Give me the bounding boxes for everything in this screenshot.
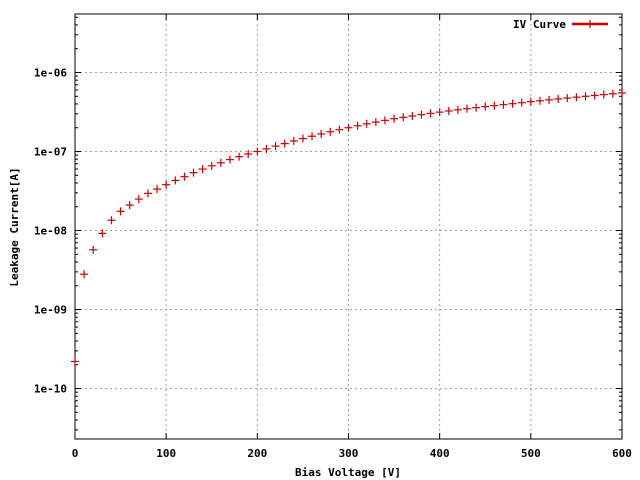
data-point <box>508 99 517 108</box>
data-point <box>143 189 152 198</box>
data-point <box>317 129 326 138</box>
y-tick-label: 1e-10 <box>34 383 67 396</box>
data-point <box>116 207 125 216</box>
data-point <box>80 270 89 279</box>
y-axis-title: Leakage Current[A] <box>8 167 21 286</box>
y-tick-label: 1e-06 <box>34 67 67 80</box>
x-tick-label: 400 <box>430 447 450 460</box>
x-tick-label: 500 <box>521 447 541 460</box>
legend-swatch-marker <box>586 20 594 28</box>
data-point <box>408 111 417 120</box>
data-point <box>472 103 481 112</box>
x-tick-label: 300 <box>339 447 359 460</box>
legend: IV Curve <box>513 18 608 31</box>
series-points <box>71 88 626 366</box>
data-point <box>125 201 134 210</box>
data-point <box>134 195 143 204</box>
data-point <box>517 98 526 107</box>
data-point <box>499 100 508 109</box>
x-tick-label: 100 <box>156 447 176 460</box>
data-point <box>253 147 262 156</box>
data-point <box>390 114 399 123</box>
data-point <box>244 150 253 159</box>
grid-lines <box>75 14 622 439</box>
x-axis-title: Bias Voltage [V] <box>295 466 401 479</box>
data-point <box>298 134 307 143</box>
data-point <box>399 113 408 122</box>
x-tick-label: 0 <box>72 447 79 460</box>
x-tick-label: 200 <box>247 447 267 460</box>
data-point <box>189 168 198 177</box>
data-point <box>581 92 590 101</box>
data-point <box>535 96 544 105</box>
y-tick-label: 1e-07 <box>34 146 67 159</box>
data-point <box>481 102 490 111</box>
data-point <box>171 176 180 185</box>
data-point <box>545 95 554 104</box>
data-point <box>490 101 499 110</box>
data-point <box>153 185 162 194</box>
data-point <box>590 91 599 100</box>
data-point <box>235 152 244 161</box>
data-point <box>289 136 298 145</box>
data-point <box>98 229 107 238</box>
data-point <box>572 93 581 102</box>
y-tick-label: 1e-08 <box>34 225 67 238</box>
data-point <box>444 106 453 115</box>
data-point <box>280 139 289 148</box>
data-point <box>308 132 317 141</box>
data-point <box>344 123 353 132</box>
data-point <box>89 245 98 254</box>
data-point <box>180 172 189 181</box>
x-tick-labels: 0 100 200 300 400 500 600 <box>72 447 632 460</box>
legend-label: IV Curve <box>513 18 566 31</box>
data-point <box>463 104 472 113</box>
data-point <box>608 89 617 98</box>
data-point <box>107 216 116 225</box>
data-point <box>426 109 435 118</box>
data-point <box>335 125 344 134</box>
data-point <box>417 110 426 119</box>
data-point <box>453 105 462 114</box>
data-point <box>216 158 225 167</box>
data-point <box>362 119 371 128</box>
data-point <box>271 142 280 151</box>
data-point <box>225 155 234 164</box>
y-tick-labels: 1e-10 1e-09 1e-08 1e-07 1e-06 <box>34 67 67 396</box>
data-point <box>618 88 626 97</box>
data-point <box>435 108 444 117</box>
data-point <box>371 118 380 127</box>
data-point <box>207 161 216 170</box>
data-point <box>526 97 535 106</box>
data-point <box>599 90 608 99</box>
data-point <box>380 116 389 125</box>
x-tick-label: 600 <box>612 447 632 460</box>
data-point <box>262 144 271 153</box>
data-point <box>353 121 362 130</box>
data-point <box>162 180 171 189</box>
data-point <box>198 165 207 174</box>
data-point <box>563 94 572 103</box>
data-point <box>554 94 563 103</box>
y-tick-label: 1e-09 <box>34 304 67 317</box>
data-point <box>71 357 79 366</box>
data-point <box>326 127 335 136</box>
